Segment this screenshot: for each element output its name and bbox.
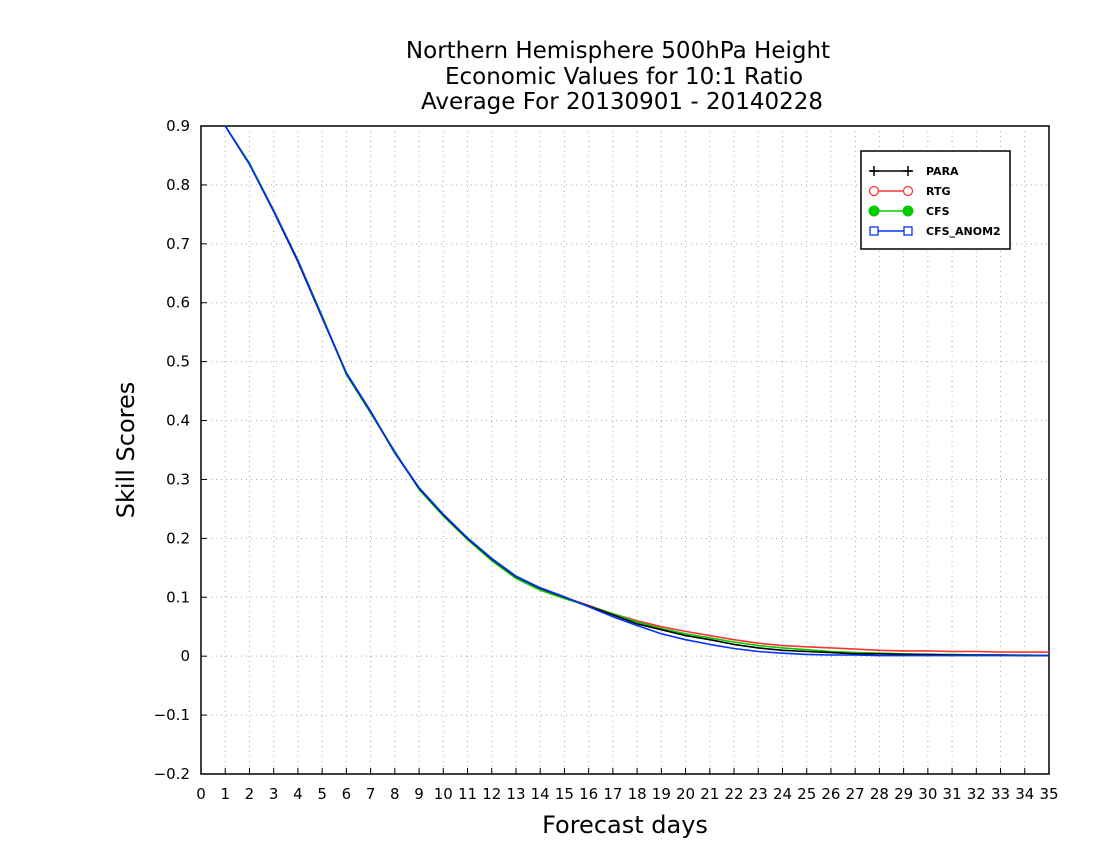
x-tick-label: 6: [342, 785, 352, 803]
x-tick-label: 32: [967, 785, 986, 803]
x-tick-label: 29: [894, 785, 913, 803]
x-tick-label: 21: [700, 785, 719, 803]
open-circle-marker-icon: [902, 185, 914, 197]
y-tick-label: 0.3: [166, 470, 190, 488]
y-tick-label: −0.2: [154, 765, 190, 783]
x-tick-label: 1: [220, 785, 230, 803]
open-square-marker-icon: [869, 226, 879, 236]
x-axis-title: Forecast days: [542, 811, 708, 839]
grid-layer: [201, 126, 1049, 774]
tick-layer: 0 1 2 3 4 5 6 7 8 9 10 11 12 13 14 15 16 17 18 19 20 21 22 23 24…: [154, 117, 1059, 803]
x-tick-label: 12: [482, 785, 501, 803]
plot-frame: [200, 125, 1050, 775]
y-tick-label: 0.8: [166, 176, 190, 194]
x-tick-label: 18: [628, 785, 647, 803]
x-tick-label: 31: [943, 785, 962, 803]
x-tick-label: 27: [846, 785, 865, 803]
y-tick-label: 0.1: [166, 588, 190, 606]
title-line-3: Average For 20130901 - 20140228: [421, 89, 823, 115]
x-tick-label: 11: [458, 785, 477, 803]
x-tick-label: 14: [531, 785, 550, 803]
x-tick-label: 10: [434, 785, 453, 803]
x-tick-label: 13: [506, 785, 525, 803]
legend-label: RTG: [926, 185, 951, 198]
y-tick-label: 0.9: [166, 117, 190, 135]
x-tick-label: 3: [269, 785, 279, 803]
x-tick-label: 28: [870, 785, 889, 803]
legend-label: CFS: [926, 205, 950, 218]
y-tick-label: −0.1: [154, 706, 190, 724]
filled-circle-marker-icon: [868, 205, 880, 217]
legend: PARA RTG CFS CFS_ANOM2: [860, 150, 1011, 250]
x-tick-label: 34: [1015, 785, 1034, 803]
x-tick-label: 19: [652, 785, 671, 803]
x-tick-label: 4: [293, 785, 303, 803]
plus-marker-icon: [903, 166, 913, 176]
y-tick-label: 0.5: [166, 353, 190, 371]
series-line-cfs-anom2: [224, 125, 1049, 657]
legend-label: PARA: [926, 165, 959, 178]
y-axis-title: Skill Scores: [112, 382, 140, 519]
x-tick-label: 23: [749, 785, 768, 803]
x-tick-label: 2: [245, 785, 255, 803]
x-tick-label: 7: [366, 785, 376, 803]
x-tick-label: 17: [603, 785, 622, 803]
x-tick-label: 8: [390, 785, 400, 803]
open-circle-marker-icon: [868, 185, 880, 197]
x-tick-label: 30: [918, 785, 937, 803]
x-tick-label: 20: [676, 785, 695, 803]
legend-label: CFS_ANOM2: [926, 225, 1001, 238]
x-tick-label: 0: [196, 785, 206, 803]
chart-title: Northern Hemisphere 500hPa Height Econom…: [406, 38, 830, 115]
x-tick-label: 5: [317, 785, 327, 803]
x-tick-label: 24: [773, 785, 792, 803]
filled-circle-marker-icon: [902, 205, 914, 217]
series-layer: [224, 125, 1050, 657]
x-tick-label: 35: [1039, 785, 1058, 803]
x-tick-label: 9: [414, 785, 424, 803]
y-tick-label: 0.6: [166, 294, 190, 312]
legend-box: [860, 150, 1011, 250]
title-line-2: Economic Values for 10:1 Ratio: [445, 64, 803, 90]
y-tick-label: 0.2: [166, 529, 190, 547]
y-tick-label: 0: [180, 647, 190, 665]
x-tick-label: 16: [579, 785, 598, 803]
plus-marker-icon: [869, 166, 879, 176]
x-tick-label: 22: [724, 785, 743, 803]
y-tick-label: 0.7: [166, 235, 190, 253]
x-tick-label: 25: [797, 785, 816, 803]
x-tick-label: 26: [821, 785, 840, 803]
x-tick-label: 15: [555, 785, 574, 803]
x-tick-label: 33: [991, 785, 1010, 803]
open-square-marker-icon: [903, 226, 913, 236]
y-tick-label: 0.4: [166, 412, 190, 430]
title-line-1: Northern Hemisphere 500hPa Height: [406, 38, 830, 64]
